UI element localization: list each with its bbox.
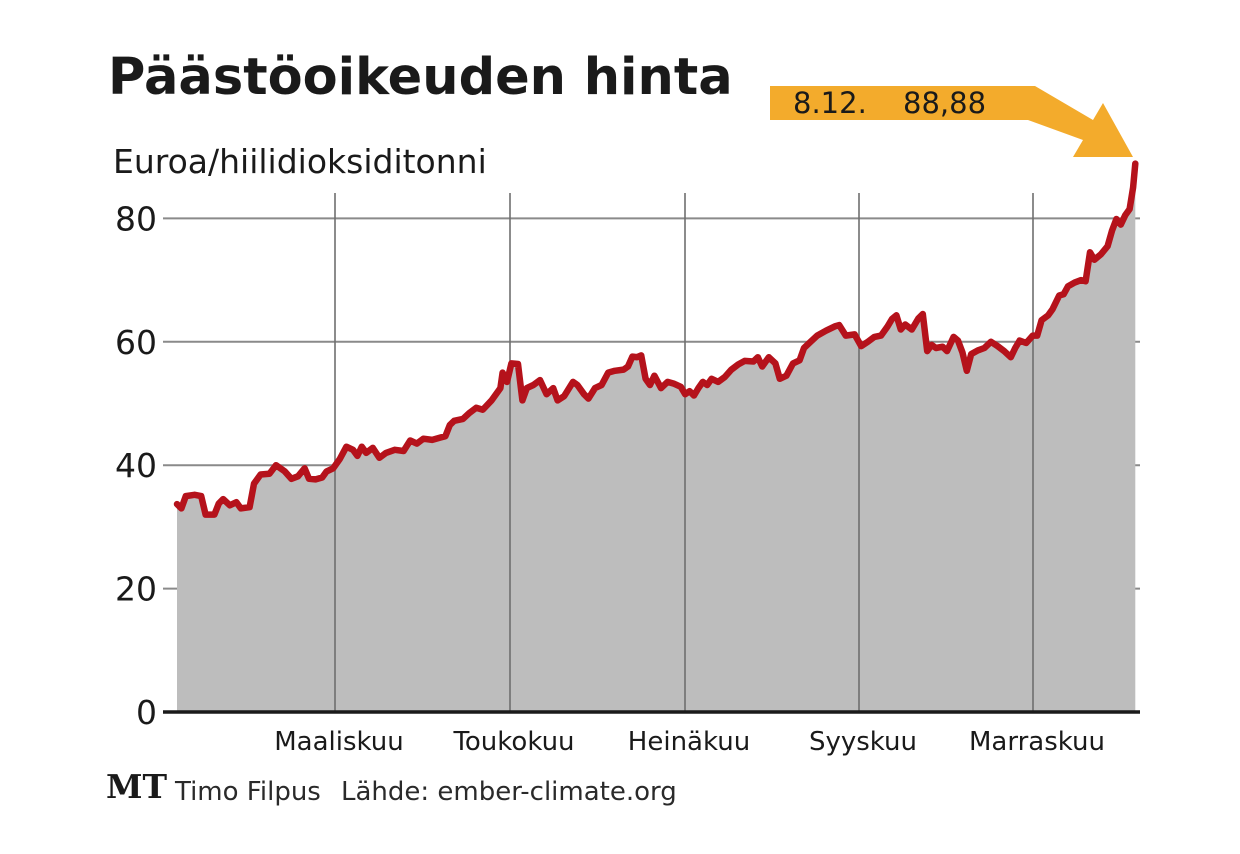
price-area [177, 163, 1136, 713]
y-tick-60: 60 [115, 323, 157, 362]
y-tick-labels: 0 20 40 60 80 [115, 199, 157, 732]
vertical-gridlines [334, 193, 1034, 712]
logo-mt: MT [106, 767, 168, 806]
footer-author: Timo Filpus [174, 777, 321, 807]
x-tick-toukokuu: Toukokuu [452, 727, 574, 757]
x-tick-heinäkuu: Heinäkuu [628, 727, 750, 757]
callout-date: 8.12. [793, 86, 867, 120]
y-tick-20: 20 [115, 570, 157, 609]
x-tick-syyskuu: Syyskuu [809, 727, 917, 757]
footer-source: Lähde: ember-climate.org [341, 777, 677, 807]
callout-value: 88,88 [903, 86, 986, 120]
x-tick-labels: Maaliskuu Toukokuu Heinäkuu Syyskuu Marrasku… [274, 727, 1105, 757]
callout-arrow [770, 86, 1133, 157]
y-tick-40: 40 [115, 446, 157, 485]
area-layer [177, 163, 1136, 713]
line-layer [173, 160, 1139, 518]
price-line [173, 160, 1139, 518]
chart-title: Päästöoikeuden hinta [108, 48, 733, 107]
x-tick-maaliskuu: Maaliskuu [274, 727, 404, 757]
y-tick-80: 80 [115, 199, 157, 238]
y-axis-label: Euroa/hiilidioksiditonni [113, 142, 487, 181]
x-tick-marraskuu: Marraskuu [969, 727, 1105, 757]
y-tick-0: 0 [136, 693, 157, 732]
